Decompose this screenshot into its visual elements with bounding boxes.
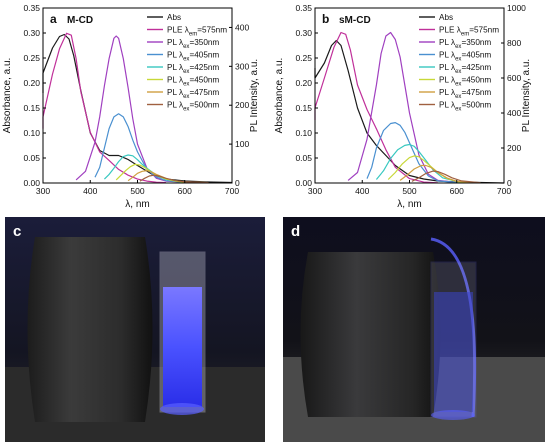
x-tick-label: 700 [497, 186, 511, 196]
y-tick-label: 0.35 [23, 3, 40, 13]
y2-tick-label: 1000 [507, 3, 526, 13]
photo-c-cylinder [27, 237, 153, 422]
legend-label: PL λex=475nm [167, 88, 219, 100]
series-line-b-2 [347, 31, 481, 184]
y-tick-label: 0.10 [295, 128, 312, 138]
legend-label: PL λex=350nm [167, 38, 219, 50]
legend-label: PL λex=350nm [439, 38, 491, 50]
legend-label: PL λex=425nm [167, 63, 219, 75]
photo-panel-c: c [5, 217, 265, 442]
photo-c-solution [163, 287, 202, 407]
photo-d-glow [431, 410, 475, 420]
x-tick-label: 700 [225, 186, 239, 196]
panel-letter: b [322, 12, 329, 26]
legend-label: Abs [167, 13, 181, 22]
legend-label: PL λex=405nm [439, 51, 491, 63]
y-tick-label: 0.20 [23, 78, 40, 88]
series-line-a-2 [75, 35, 209, 184]
legend-label: PLE λem=575nm [167, 26, 227, 38]
y-tick-label: 0.05 [23, 153, 40, 163]
y-tick-label: 0.25 [295, 53, 312, 63]
photo-c-label: c [13, 223, 22, 240]
y2-tick-label: 600 [507, 73, 521, 83]
photo-c-drawing [5, 217, 265, 442]
y-tick-label: 0.30 [295, 28, 312, 38]
y2-tick-label: 400 [235, 22, 249, 32]
y-axis-label: Absorbance, a.u. [2, 58, 13, 134]
panel-title: sM-CD [339, 15, 371, 26]
photo-panel-d: d [283, 217, 545, 442]
x-axis-label: λ, nm [397, 199, 421, 210]
y-tick-label: 0.15 [295, 103, 312, 113]
series-line-b-7 [411, 170, 481, 184]
panel-title: M-CD [67, 15, 93, 26]
y2-tick-label: 0 [507, 178, 512, 188]
y-tick-label: 0.25 [23, 53, 40, 63]
series-line-a-7 [139, 174, 209, 184]
y2-tick-label: 100 [235, 139, 249, 149]
panel-letter: a [50, 12, 57, 26]
series-line-b-6 [399, 164, 481, 184]
x-tick-label: 400 [83, 186, 97, 196]
y-tick-label: 0.00 [23, 178, 40, 188]
y2-axis-label: PL Intensity, a.u. [521, 59, 532, 132]
legend-label: PL λex=500nm [167, 101, 219, 113]
series-line-a-1 [42, 32, 166, 184]
chart-panel-b: 300 400 500 600 700 0.00 0.05 0.10 0.15 0.20 0.25 0… [274, 3, 532, 210]
legend-label: PL λex=500nm [439, 101, 491, 113]
y-tick-label: 0.35 [295, 3, 312, 13]
legend-label: PL λex=405nm [167, 51, 219, 63]
y2-tick-label: 300 [235, 61, 249, 71]
x-tick-label: 600 [178, 186, 192, 196]
series-line-b-4 [375, 143, 481, 184]
photo-c-glow [160, 403, 204, 415]
x-tick-label: 300 [36, 186, 50, 196]
x-tick-label: 600 [450, 186, 464, 196]
photo-d-label: d [291, 223, 301, 240]
y-tick-label: 0.10 [23, 128, 40, 138]
x-tick-label: 400 [355, 186, 369, 196]
x-tick-label: 500 [402, 186, 416, 196]
photo-d-solution [434, 292, 473, 412]
y2-tick-label: 200 [507, 143, 521, 153]
legend-label: PL λex=450nm [167, 76, 219, 88]
x-tick-label: 500 [130, 186, 144, 196]
y-axis-label: Absorbance, a.u. [274, 58, 285, 134]
y2-axis-label: PL Intensity, a.u. [249, 59, 260, 132]
legend-label: PLE λem=575nm [439, 26, 499, 38]
legend-label: Abs [439, 13, 453, 22]
y2-tick-label: 800 [507, 38, 521, 48]
photo-d-cylinder [300, 252, 441, 417]
y-tick-label: 0.05 [295, 153, 312, 163]
photo-d-cuvette-glow [430, 237, 477, 418]
y2-tick-label: 0 [235, 178, 240, 188]
y-tick-label: 0.00 [295, 178, 312, 188]
x-axis-label: λ, nm [125, 199, 149, 210]
y-tick-label: 0.30 [23, 28, 40, 38]
series-line-b-1 [314, 31, 438, 184]
y-tick-label: 0.15 [23, 103, 40, 113]
y2-tick-label: 200 [235, 100, 249, 110]
x-tick-label: 300 [308, 186, 322, 196]
y-tick-label: 0.20 [295, 78, 312, 88]
chart-panel-a: 300 400 500 600 700 0.00 0.05 0.10 0.15 0.20 0.25 0… [2, 3, 260, 210]
legend-label: PL λex=450nm [439, 76, 491, 88]
series-line-b-3 [366, 121, 481, 184]
spectra-figure: 300 400 500 600 700 0.00 0.05 0.10 0.15 0.20 0.25 0… [2, 3, 532, 210]
legend-label: PL λex=475nm [439, 88, 491, 100]
y2-tick-label: 400 [507, 108, 521, 118]
photo-d-drawing [283, 217, 545, 442]
legend-label: PL λex=425nm [439, 63, 491, 75]
series-line-a-3 [94, 113, 209, 184]
